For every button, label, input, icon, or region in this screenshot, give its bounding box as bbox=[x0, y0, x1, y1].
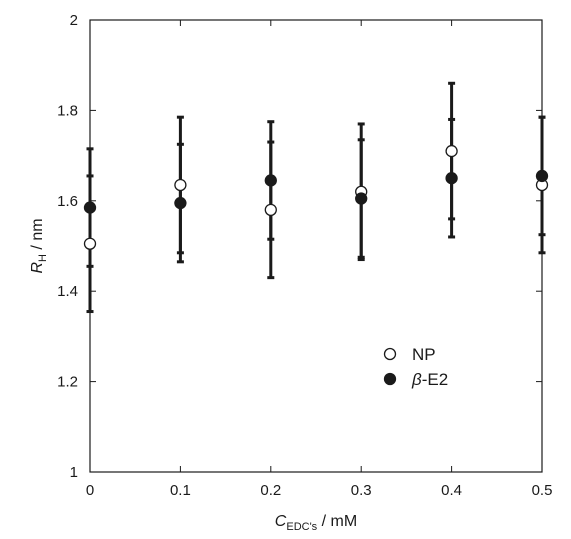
y-tick-label: 1 bbox=[70, 464, 78, 481]
x-tick-label: 0.2 bbox=[260, 482, 281, 499]
y-tick-label: 1.6 bbox=[57, 193, 78, 210]
data-point-be2 bbox=[83, 201, 97, 214]
data-point-be2 bbox=[174, 196, 187, 210]
x-tick-labels: 0 0.1 0.2 0.3 0.4 0.5 bbox=[86, 482, 553, 499]
y-tick-label: 2 bbox=[70, 12, 78, 29]
data-point-be2 bbox=[264, 174, 277, 187]
y-axis-title: RH / nm bbox=[29, 218, 49, 273]
y-tick-label: 1.2 bbox=[57, 374, 78, 391]
data-point-be2 bbox=[355, 192, 368, 205]
data-point-be2 bbox=[535, 169, 549, 183]
legend-marker-np bbox=[383, 347, 397, 361]
plot-frame bbox=[89, 19, 543, 473]
x-tick-label: 0.1 bbox=[170, 482, 191, 499]
x-tick-label: 0.3 bbox=[351, 482, 372, 499]
y-axis-title-subscript: H bbox=[37, 254, 49, 262]
data-point-np bbox=[174, 178, 187, 192]
x-tick-label: 0.4 bbox=[441, 482, 462, 499]
y-axis-title-main: R bbox=[29, 262, 46, 274]
legend-label-be2: β-E2 bbox=[411, 370, 448, 389]
x-axis-title-subscript: EDC's bbox=[286, 521, 317, 533]
y-tick-labels: 1 1.2 1.4 1.6 1.8 2 bbox=[57, 12, 78, 481]
y-tick-label: 1.4 bbox=[57, 283, 78, 300]
x-tick-label: 0.5 bbox=[532, 482, 553, 499]
legend: NP β-E2 bbox=[383, 345, 448, 389]
x-axis-title-unit: / mM bbox=[317, 513, 357, 530]
data-point-be2 bbox=[445, 172, 458, 185]
x-axis-title-main: C bbox=[275, 513, 287, 530]
y-tick-label: 1.8 bbox=[57, 102, 78, 119]
legend-label-be2-greek: β bbox=[411, 370, 422, 389]
axis-ticks bbox=[89, 19, 543, 473]
data-point-np bbox=[445, 144, 458, 158]
x-tick-label: 0 bbox=[86, 482, 94, 499]
data-points bbox=[83, 144, 549, 250]
data-point-np bbox=[83, 237, 97, 250]
legend-label-be2-rest: -E2 bbox=[422, 370, 448, 389]
legend-marker-be2 bbox=[383, 372, 397, 386]
error-bars bbox=[86, 81, 546, 314]
data-point-np bbox=[264, 203, 277, 216]
y-axis-title-unit: / nm bbox=[29, 218, 46, 254]
x-axis-title: CEDC's / mM bbox=[275, 513, 357, 533]
legend-label-np: NP bbox=[412, 345, 436, 364]
